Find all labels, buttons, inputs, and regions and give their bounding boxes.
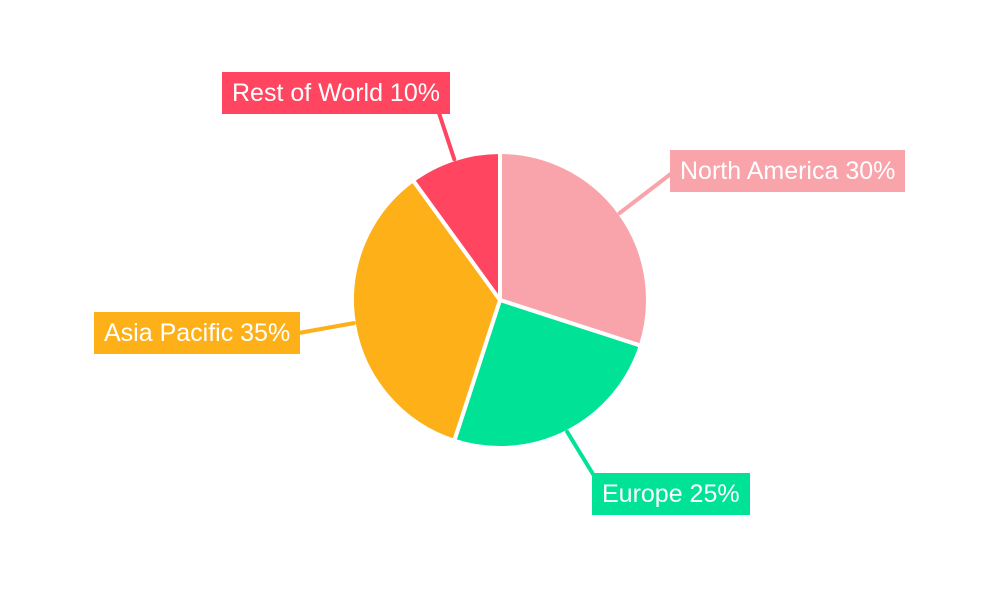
slice-label-europe: Europe 25% [592,473,750,515]
slice-label-rest-of-world: Rest of World 10% [222,72,450,114]
slice-label-north-america: North America 30% [670,150,906,192]
slice-label-asia-pacific: Asia Pacific 35% [94,312,301,354]
leader-line-asia-pacific [291,321,356,336]
leader-line-north-america [617,171,674,216]
leader-line-europe [565,429,598,481]
leader-line-rest-of-world [436,108,457,162]
